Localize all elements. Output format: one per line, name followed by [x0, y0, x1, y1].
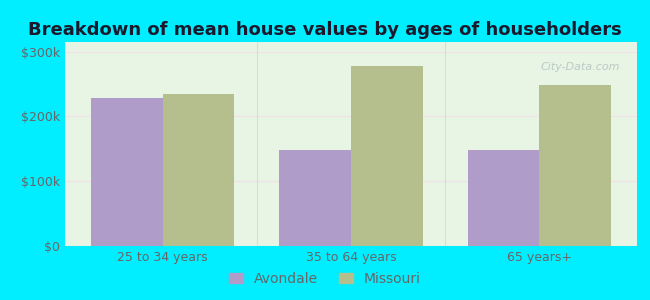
Bar: [540, 85, 611, 246]
Bar: [468, 150, 540, 246]
Bar: [351, 66, 422, 246]
Bar: [162, 94, 234, 246]
Text: Breakdown of mean house values by ages of householders: Breakdown of mean house values by ages o…: [28, 21, 622, 39]
Text: City-Data.com: City-Data.com: [540, 62, 620, 72]
Bar: [280, 150, 351, 246]
Bar: [91, 98, 162, 246]
Legend: Avondale, Missouri: Avondale, Missouri: [225, 268, 425, 290]
